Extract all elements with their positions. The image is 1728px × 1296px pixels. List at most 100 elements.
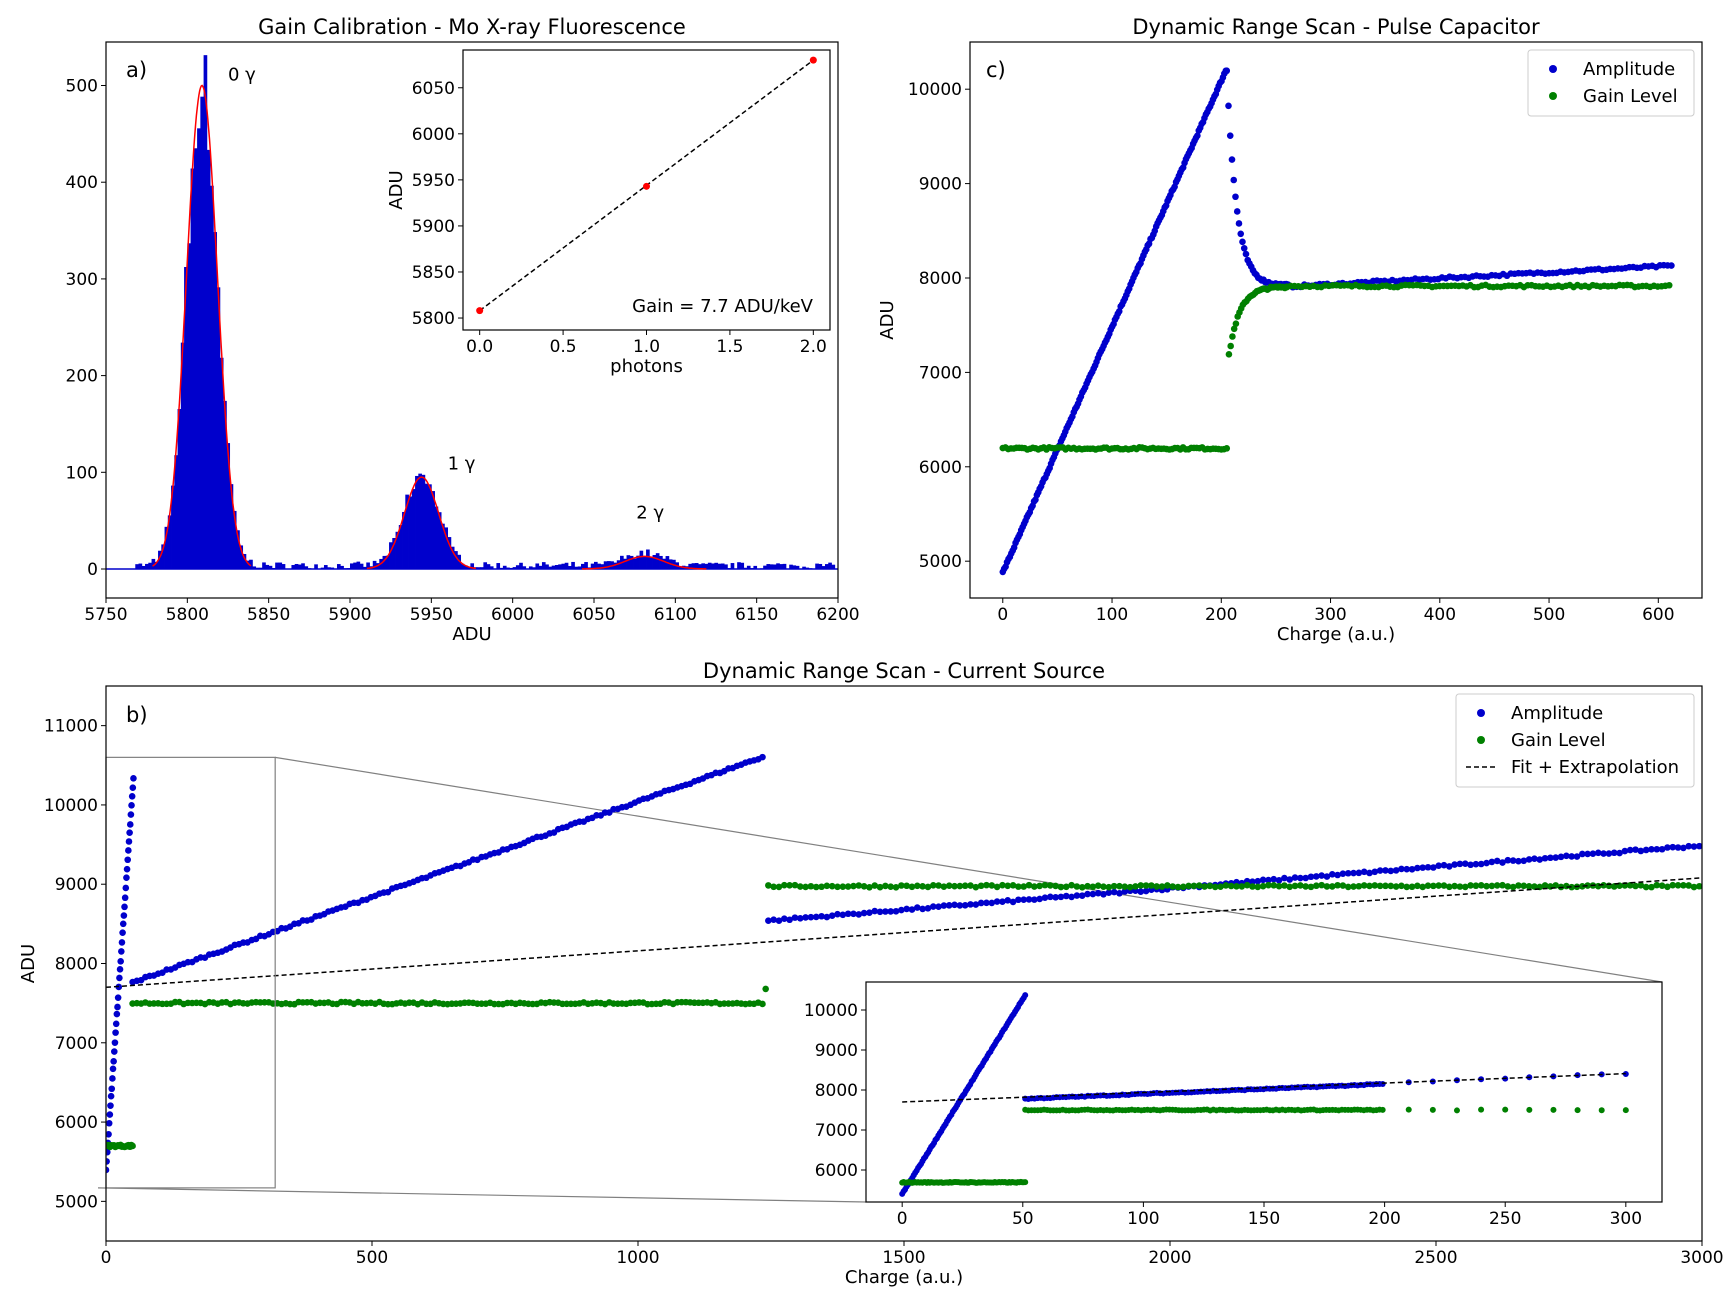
panel-a-gain-calibration: Gain Calibration - Mo X-ray Fluorescence… [66,15,860,645]
panel-a-histogram-bar [389,542,393,569]
panel-b-gain-level-point [1680,882,1687,889]
panel-a-histogram-bar [402,511,406,569]
panel-b-amplitude-point [1323,873,1331,880]
panel-c-pulse-capacitor-scan: Dynamic Range Scan - Pulse Capacitor 0 100… [877,15,1703,645]
panel-b-amplitude-point [967,901,974,908]
panel-b-gain-level-point [1579,883,1586,890]
panel-b-amplitude-point [1525,856,1533,863]
panel-a-histogram-bar [411,489,416,569]
panel-b-amplitude-point [1355,869,1363,877]
panel-a-histogram-bar [454,551,458,569]
panel-a-histogram-bar [314,564,318,569]
panel-b-gain-level-point [1493,882,1501,889]
panel-b-gain-level-point [1153,883,1160,890]
panel-b-gain-level-point [1068,881,1075,889]
panel-b-gain-level-point [1291,882,1299,890]
panel-a-histogram-bar [294,563,299,569]
panel-b-amplitude-point [126,829,133,836]
panel-b-gain-level-point [1637,882,1645,889]
panel-b-gain-level-point [1137,882,1145,889]
panel-b-gain-level-point [1164,882,1171,889]
panel-c-amplitude-point [1194,132,1201,139]
panel-c-panel-label: c) [986,58,1006,82]
panel-a-histogram-bar [694,563,699,569]
panel-b-amplitude-point [1376,867,1384,874]
panel-b-gain-level-point [1185,882,1192,890]
panel-b-amplitude-point [129,784,137,791]
panel-a-histogram-bar [691,563,696,569]
panel-b-amplitude-point [791,914,799,921]
panel-a-histogram-bar [180,342,185,569]
panel-b-gain-level-point [1366,882,1373,890]
panel-a-histogram-bar [483,562,488,569]
panel-b-gain-level-point [1658,882,1666,890]
panel-a-xtick-label: 5900 [328,605,371,625]
panel-b-amplitude-point [1275,876,1283,884]
panel-b-legend-label: Fit + Extrapolation [1511,757,1679,778]
panel-a-histogram-bar [154,561,159,569]
panel-b-gain-level-point [802,883,809,891]
panel-b-gain-level-point [1297,882,1304,889]
panel-b-amplitude-point [1557,853,1565,861]
panel-b-gain-level-point [1100,883,1107,890]
panel-b-amplitude-point [126,821,134,828]
panel-a-histogram-bar [597,563,601,569]
panel-a-histogram-bar [359,563,364,569]
panel-b-gain-level-point [977,882,985,890]
panel-b-gain-level-point [1148,882,1155,889]
panel-c-gain-level-point [1227,342,1234,350]
panel-b-amplitude-point [1637,847,1645,855]
panel-a-histogram-bar [600,564,605,569]
panel-a-histogram-bar [753,565,758,569]
panel-b-amplitude-point [1057,893,1065,901]
panel-b-xtick-label: 2000 [1148,1248,1191,1268]
panel-c-amplitude-point [1226,132,1234,139]
panel-b-gain-level-point [1190,882,1198,890]
panel-a-histogram-bar [450,546,455,569]
panel-b-gain-level-point [1307,883,1315,891]
panel-b-amplitude-point [117,958,124,965]
panel-b-legend-label: Gain Level [1511,730,1606,751]
panel-b-gain-level-point [839,883,847,891]
panel-b-amplitude-point [106,1148,111,1156]
panel-b-amplitude-point [898,906,905,914]
panel-b-gain-level-point [1674,882,1682,889]
panel-a-histogram-bar [161,544,165,569]
panel-a-histogram [135,55,836,569]
panel-b-gain-level-point [1531,883,1538,890]
panel-a-inset-xlabel: photons [610,356,683,377]
panel-a-histogram-bar [737,562,741,569]
panel-b-gain-level-point [1504,883,1512,890]
panel-a-histogram-bar [623,558,627,569]
panel-b-gain-level-point [914,882,921,890]
panel-b-gain-level-point [1025,881,1033,889]
panel-a-ytick-label: 300 [66,270,98,290]
panel-b-gain-level-point [1584,882,1591,889]
panel-a-inset-ytick-label: 6000 [412,125,455,145]
panel-b-inset-xtick-label: 50 [1012,1209,1034,1229]
panel-a-histogram-bar [437,512,442,569]
panel-b-gain-level-point [1015,883,1022,890]
panel-b-inset-xtick-label: 250 [1489,1209,1521,1229]
panel-b-gain-level-point [1249,883,1256,890]
panel-b-inset-amplitude-point [1022,992,1029,999]
panel-b-gain-level-point [1424,882,1432,889]
panel-a-inset-xtick-label: 0.5 [550,337,577,357]
panel-b-amplitude-point [839,911,847,919]
panel-b-xtick-label: 0 [101,1248,112,1268]
panel-b-amplitude-point [781,915,788,922]
panel-b-amplitude-point [1621,847,1629,855]
panel-c-title: Dynamic Range Scan - Pulse Capacitor [1132,15,1540,39]
panel-b-amplitude-point [109,1075,116,1082]
panel-a-histogram-bar [769,564,774,569]
panel-a-histogram-bar [502,565,507,569]
panel-b-amplitude-point [1477,860,1485,868]
panel-b-amplitude-point [1078,892,1086,899]
panel-a-histogram-bar [184,266,188,569]
panel-b-gain-level-point [770,883,777,891]
panel-a-histogram-bar [512,567,517,569]
panel-b-amplitude-point [1020,896,1027,904]
panel-b-inset-gain-level-point [1598,1107,1605,1114]
panel-b-gain-level-point [1078,884,1086,891]
